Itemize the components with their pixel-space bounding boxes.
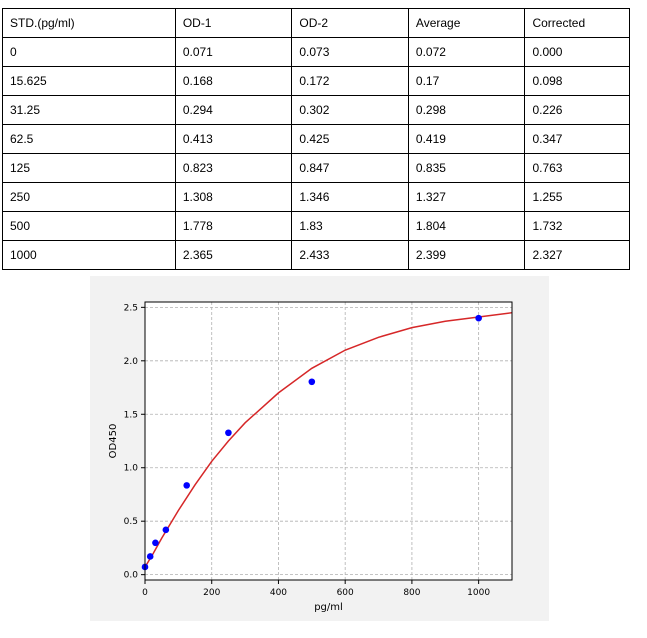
table-cell: 15.625 [2, 66, 176, 96]
data-point [308, 378, 316, 386]
data-point [183, 482, 191, 489]
x-axis-label: pg/ml [314, 602, 343, 613]
data-point [152, 539, 159, 547]
plot-frame [144, 301, 513, 581]
x-tick-label: 200 [203, 588, 220, 598]
standard-curve-table: STD.(pg/ml) OD-1 OD-2 Average Corrected 0 0.07… [2, 8, 630, 270]
table-header-row: STD.(pg/ml) OD-1 OD-2 Average Corrected [2, 8, 630, 38]
x-tick-label: 400 [270, 588, 287, 598]
y-axis-label: OD450 [108, 424, 119, 459]
y-tick-label: 1.0 [124, 464, 139, 474]
table-cell: 1.255 [524, 182, 630, 212]
standard-curve-chart: 0 200 400 600 800 1000 0.0 0.5 1.0 1.5 2.0 2.5 pg/m… [108, 301, 513, 613]
axis-ticks: 0 200 400 600 800 1000 0.0 0.5 1.0 1.5 2.0 2.5 [124, 303, 491, 598]
x-tick-label: 0 [142, 588, 148, 598]
table-cell: 125 [2, 153, 176, 183]
table-cell: 1.346 [291, 182, 409, 212]
table-cell: 0.226 [524, 95, 630, 125]
table-cell: 0.847 [291, 153, 409, 183]
table-cell: 500 [2, 211, 176, 241]
table-cell: 1.804 [407, 211, 526, 241]
fitted-curve-line [144, 311, 513, 568]
table-row: 500 1.778 1.83 1.804 1.732 [2, 211, 630, 241]
table-cell: 0.098 [524, 66, 630, 96]
data-point [475, 314, 482, 322]
table-cell: 0.823 [174, 153, 293, 183]
plot-area [145, 302, 512, 580]
table-cell: 0.835 [407, 153, 526, 183]
table-cell: 0.302 [291, 95, 409, 125]
table-row: 31.25 0.294 0.302 0.298 0.226 [2, 95, 630, 125]
table-row: 15.625 0.168 0.172 0.17 0.098 [2, 66, 630, 96]
table-cell: 0.17 [407, 66, 526, 96]
data-points-layer [141, 314, 482, 571]
table-cell: 1.778 [174, 211, 293, 241]
table-cell: 0.294 [174, 95, 293, 125]
table-row: 250 1.308 1.346 1.327 1.255 [2, 182, 630, 212]
column-header: Average [407, 8, 526, 38]
table-cell: 0.073 [291, 37, 409, 67]
y-tick-label: 0.0 [124, 571, 139, 581]
table-cell: 250 [2, 182, 176, 212]
table-cell: 0 [2, 37, 176, 67]
table-cell: 1.327 [407, 182, 526, 212]
table-cell: 1.308 [174, 182, 293, 212]
column-header: OD-2 [291, 8, 409, 38]
y-tick-label: 2.0 [124, 357, 139, 367]
y-tick-label: 2.5 [124, 303, 138, 313]
table-cell: 0.072 [407, 37, 526, 67]
x-tick-label: 800 [403, 588, 420, 598]
table-cell: 0.000 [524, 37, 630, 67]
table-row: 125 0.823 0.847 0.835 0.763 [2, 153, 630, 183]
table-cell: 31.25 [2, 95, 176, 125]
table-cell: 0.413 [174, 124, 293, 154]
standard-curve-figure: 0 200 400 600 800 1000 0.0 0.5 1.0 1.5 2.0 2.5 pg/m… [90, 276, 549, 621]
table-cell: 0.419 [407, 124, 526, 154]
column-header: OD-1 [174, 8, 293, 38]
y-tick-label: 0.5 [124, 517, 138, 527]
data-point [162, 526, 170, 534]
table-cell: 2.433 [291, 240, 409, 270]
table-cell: 0.071 [174, 37, 293, 67]
table-cell: 1.732 [524, 211, 630, 241]
table-cell: 0.168 [174, 66, 293, 96]
table-cell: 1.83 [291, 211, 409, 241]
table-row: 1000 2.365 2.433 2.399 2.327 [2, 240, 630, 270]
grid-lines [144, 302, 512, 580]
fitted-curve-layer [144, 311, 513, 568]
table-cell: 0.347 [524, 124, 630, 154]
table-row: 0 0.071 0.073 0.072 0.000 [2, 37, 630, 67]
table-cell: 2.365 [174, 240, 293, 270]
table-row: 62.5 0.413 0.425 0.419 0.347 [2, 124, 630, 154]
table-cell: 2.399 [407, 240, 526, 270]
y-tick-label: 1.5 [124, 410, 138, 420]
x-tick-label: 600 [337, 588, 354, 598]
table-cell: 0.298 [407, 95, 526, 125]
table-cell: 0.172 [291, 66, 409, 96]
table-cell: 0.763 [524, 153, 630, 183]
table-cell: 1000 [2, 240, 176, 270]
column-header: Corrected [524, 8, 630, 38]
x-tick-label: 1000 [467, 588, 490, 598]
column-header: STD.(pg/ml) [2, 8, 176, 38]
table-cell: 0.425 [291, 124, 409, 154]
data-point [146, 553, 154, 560]
table-cell: 2.327 [524, 240, 630, 270]
data-point [225, 429, 232, 437]
table-cell: 62.5 [2, 124, 176, 154]
